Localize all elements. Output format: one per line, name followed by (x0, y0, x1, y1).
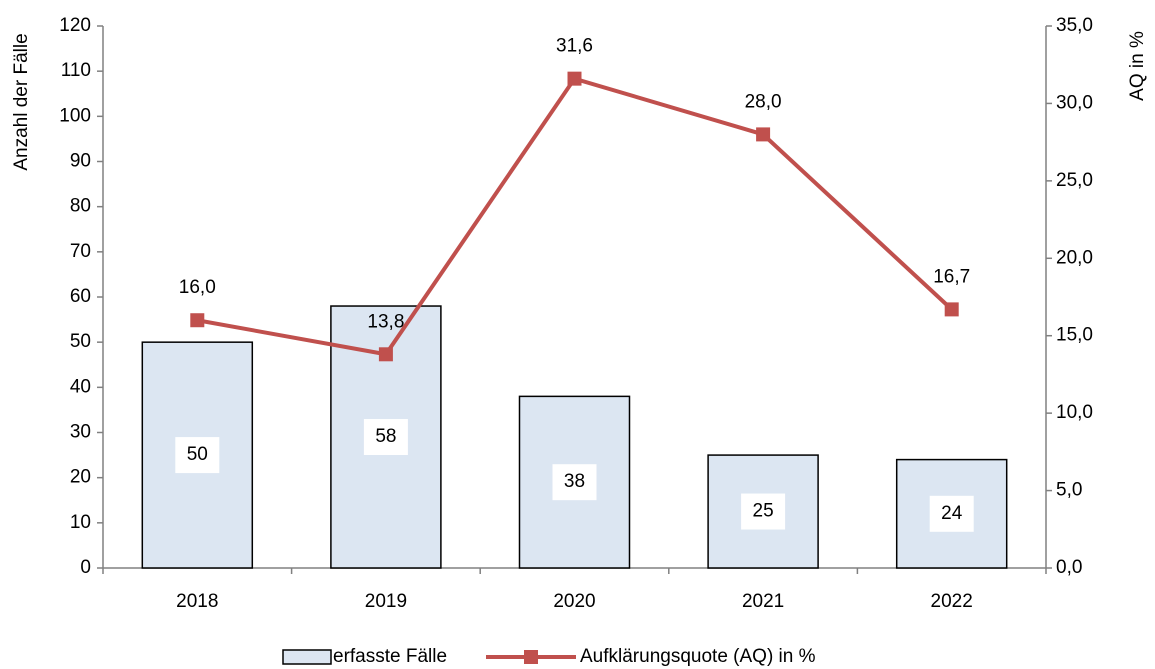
y-tick-label: 90 (70, 151, 91, 172)
bar-label: 38 (564, 471, 585, 492)
line-marker (190, 313, 205, 328)
y-tick-label: 20 (70, 467, 91, 488)
y-tick-label: 80 (70, 196, 91, 217)
bar-label: 58 (375, 426, 396, 447)
y-tick-label: 50 (70, 331, 91, 352)
bar-label-box (929, 495, 974, 532)
y2-tick-label: 30,0 (1056, 92, 1093, 113)
x-tick-label: 2020 (553, 591, 595, 612)
y-tick-label: 30 (70, 422, 91, 443)
y-tick-label: 120 (59, 15, 91, 36)
legend-swatch (282, 649, 332, 665)
bar-label: 25 (753, 501, 774, 522)
bar-label: 24 (941, 503, 963, 524)
line-label: 31,6 (556, 36, 593, 57)
y-axis-title: Anzahl der Fälle (11, 33, 32, 170)
line-label: 28,0 (745, 91, 782, 112)
y-tick-label: 0 (80, 557, 91, 578)
y2-axis-title: AQ in % (1127, 31, 1148, 101)
legend-label: erfasste Fälle (333, 646, 447, 667)
line-marker (378, 347, 393, 362)
y-tick-label: 100 (59, 105, 91, 126)
line-label: 16,0 (179, 277, 216, 298)
line-marker (944, 302, 959, 317)
y-tick-label: 40 (70, 376, 91, 397)
legend-marker (524, 650, 538, 664)
y2-tick-label: 25,0 (1056, 170, 1093, 191)
y2-tick-label: 35,0 (1056, 15, 1093, 36)
legend-label: Aufklärungsquote (AQ) in % (580, 646, 816, 667)
line-marker (756, 127, 771, 142)
line (196, 76, 954, 357)
y2-tick-label: 0,0 (1056, 557, 1082, 578)
y-tick-label: 60 (70, 286, 91, 307)
line-marker (567, 71, 582, 86)
bar-label-box (363, 419, 408, 456)
bar-label-box (741, 493, 786, 530)
line-label: 16,7 (933, 266, 970, 287)
y2-tick-label: 20,0 (1056, 247, 1093, 268)
y2-tick-label: 15,0 (1056, 325, 1093, 346)
y-tick-label: 70 (70, 241, 91, 262)
x-tick-label: 2022 (931, 591, 973, 612)
y-tick-label: 110 (61, 60, 91, 81)
x-tick-label: 2021 (742, 591, 784, 612)
bar-label: 50 (187, 444, 208, 465)
bar-label-box (175, 437, 220, 474)
x-tick-label: 2019 (365, 591, 407, 612)
y2-tick-label: 5,0 (1056, 480, 1082, 501)
y2-tick-label: 10,0 (1056, 402, 1093, 423)
bar-label-box (552, 464, 597, 501)
line-label: 13,8 (367, 311, 404, 332)
x-tick-label: 2018 (176, 591, 218, 612)
y-tick-label: 10 (70, 512, 91, 533)
